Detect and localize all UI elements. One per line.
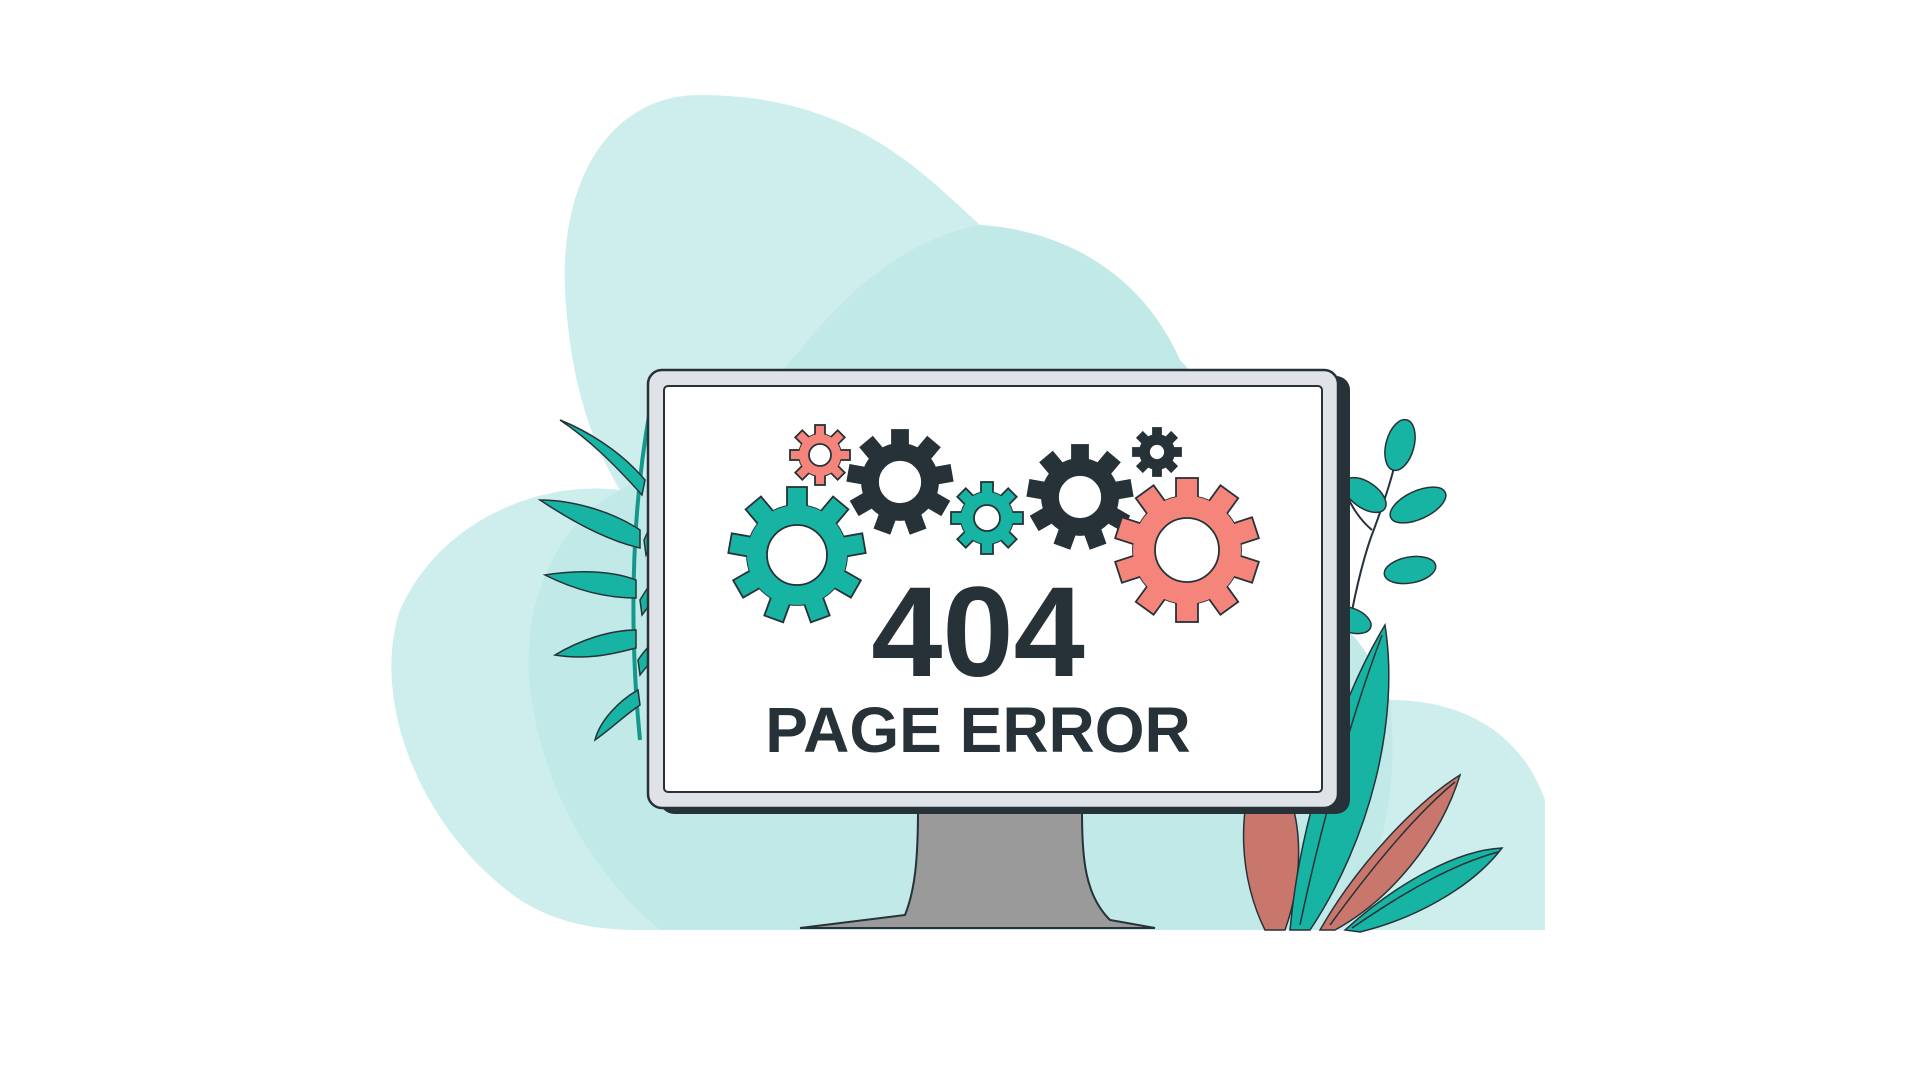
brown-leaf-vein bbox=[1329, 781, 1456, 926]
palm-leaflet bbox=[593, 688, 641, 742]
error-code: 404 bbox=[871, 561, 1085, 704]
palm-leaflet bbox=[537, 499, 641, 549]
teal-leaf bbox=[1343, 847, 1504, 933]
error-message: PAGE ERROR bbox=[765, 694, 1191, 766]
palm-leaflet bbox=[559, 419, 646, 497]
monitor-stand bbox=[799, 807, 1156, 929]
salmon-gear-icon bbox=[789, 424, 851, 486]
palm-leaflet bbox=[542, 570, 637, 599]
branch-leaf bbox=[1384, 418, 1416, 472]
branch-leaf bbox=[1383, 555, 1437, 585]
dark-gear-icon bbox=[1026, 444, 1134, 550]
gears bbox=[727, 424, 1261, 624]
teal-leaf-vein bbox=[1351, 851, 1499, 929]
dark-gear-icon bbox=[846, 429, 954, 535]
teal-gear-icon bbox=[950, 481, 1024, 555]
dark-gear-icon bbox=[1132, 427, 1182, 477]
teal-gear-icon bbox=[727, 486, 867, 624]
palm-leaflet bbox=[552, 629, 637, 658]
branch-leaf bbox=[1389, 486, 1447, 524]
salmon-gear-icon bbox=[1113, 477, 1261, 623]
monitor-screen bbox=[663, 385, 1323, 793]
